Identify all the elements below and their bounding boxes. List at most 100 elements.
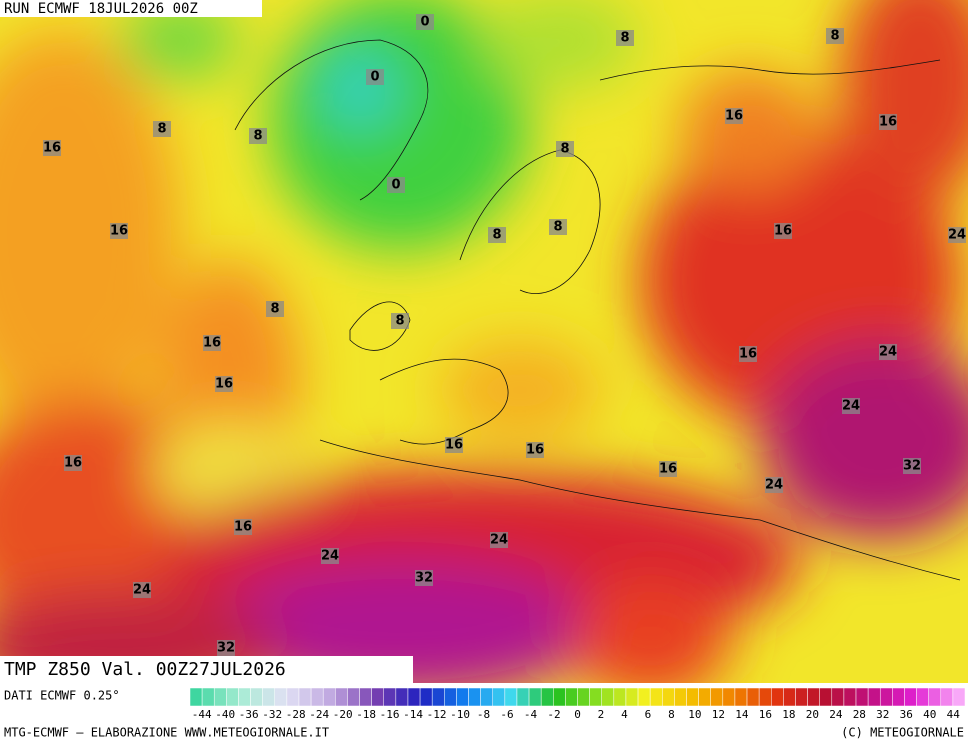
colorbar-swatch: [480, 687, 493, 707]
contour-label: 8: [157, 122, 166, 137]
colorbar-swatch: [419, 687, 433, 707]
contour-label-box: [266, 301, 284, 317]
colorbar-tick-label: 18: [782, 708, 795, 721]
colorbar-swatch: [383, 687, 397, 707]
colorbar-swatch: [928, 687, 942, 707]
colorbar-tick-label: -10: [450, 708, 470, 721]
contour-label: 24: [490, 533, 508, 548]
title-box: [0, 656, 413, 683]
colorbar-swatch: [553, 687, 566, 707]
colorbar-swatch: [226, 687, 239, 707]
contour-label: 8: [830, 29, 839, 44]
colorbar-swatch: [335, 687, 348, 707]
colorbar-tick-label: 12: [712, 708, 725, 721]
colorbar-swatch: [444, 687, 457, 707]
coastlines: [234, 39, 961, 581]
contour-label: 8: [560, 142, 569, 157]
colorbar-swatch: [637, 687, 651, 707]
colorbar-swatch: [734, 687, 748, 707]
contour-label: 8: [253, 129, 262, 144]
contour-label: 8: [620, 31, 629, 46]
colorbar-swatch: [867, 687, 881, 707]
contour-label: 24: [842, 399, 860, 414]
contour-label-box: [488, 227, 506, 243]
colorbar-swatch: [662, 687, 675, 707]
colorbar-swatch: [456, 687, 469, 707]
contour-label-box: [826, 28, 844, 44]
colorbar-swatch: [504, 687, 518, 707]
colorbar-swatch: [371, 687, 384, 707]
colorbar-swatch: [540, 687, 554, 707]
colorbar-tick-label: -8: [477, 708, 490, 721]
colorbar-swatch: [831, 687, 845, 707]
colorbar-swatch: [589, 687, 602, 707]
contour-label-box: [879, 114, 897, 130]
contour-label-box: [203, 335, 221, 351]
colorbar-tick-label: 8: [668, 708, 675, 721]
colorbar-tick-label: 16: [759, 708, 772, 721]
colorbar-swatch: [322, 687, 336, 707]
colorbar-swatch: [359, 687, 372, 707]
contour-label: 24: [948, 228, 966, 243]
contour-label-box: [774, 223, 792, 239]
colorbar-tick-label: -16: [380, 708, 400, 721]
contour-label: 16: [774, 224, 792, 239]
colorbar-tick-label: -2: [547, 708, 560, 721]
contour-label-box: [387, 177, 405, 193]
colorbar-swatch: [855, 687, 869, 707]
colorbar-swatch: [807, 687, 820, 707]
contour-label: 8: [492, 228, 501, 243]
colorbar-swatch: [298, 687, 312, 707]
colorbar-tick-label: 36: [900, 708, 913, 721]
source-label: DATI ECMWF 0.25°: [4, 689, 120, 703]
colorbar-tick-label: -36: [239, 708, 259, 721]
colorbar-swatch: [201, 687, 215, 707]
colorbar-tick-label: 6: [645, 708, 652, 721]
contour-label-box: [249, 128, 267, 144]
colorbar-swatch: [710, 687, 724, 707]
map-title: TMP Z850 Val. 00Z27JUL2026: [4, 659, 286, 680]
contour-label: 16: [203, 336, 221, 351]
colorbar-swatch: [577, 687, 590, 707]
contour-label: 8: [553, 220, 562, 235]
contour-label: 32: [415, 571, 433, 586]
colorbar-swatch: [431, 687, 445, 707]
colorbar-swatch: [347, 687, 360, 707]
colorbar-tick-label: -12: [427, 708, 447, 721]
contour-label: 0: [391, 178, 400, 193]
colorbar-tick-label: 10: [688, 708, 701, 721]
colorbar-swatch: [819, 687, 833, 707]
colorbar-tick-label: -40: [215, 708, 235, 721]
contour-label: 8: [395, 314, 404, 329]
contour-label-box: [842, 398, 860, 414]
contour-label-box: [445, 437, 463, 453]
contour-label: 0: [420, 15, 429, 30]
colorbar-tick-label: 4: [621, 708, 628, 721]
colorbar-tick-label: 28: [853, 708, 866, 721]
colorbar-swatch: [746, 687, 760, 707]
contour-label: 16: [739, 347, 757, 362]
colorbar-tick-label: -28: [286, 708, 306, 721]
contour-label-box: [616, 30, 634, 46]
contour-label-box: [948, 227, 966, 243]
contour-label: 16: [110, 224, 128, 239]
colorbar-tick-label: 44: [947, 708, 961, 721]
contour-label-box: [215, 376, 233, 392]
colorbar-swatch: [516, 687, 530, 707]
colorbar-swatch: [492, 687, 506, 707]
colorbar-swatch: [613, 687, 627, 707]
temperature-field: [0, 0, 968, 683]
colorbar-tick-label: 2: [598, 708, 605, 721]
contour-label-box: [234, 519, 252, 535]
contour-label: 16: [215, 377, 233, 392]
contour-label-box: [903, 458, 921, 474]
colorbar-swatch: [649, 687, 663, 707]
colorbar-swatch: [189, 687, 203, 707]
contour-label: 24: [765, 478, 783, 493]
colorbar-swatch: [843, 687, 857, 707]
colorbar-swatch: [795, 687, 808, 707]
contour-label-box: [391, 313, 409, 329]
colorbar-tick-label: 14: [735, 708, 749, 721]
contour-label: 24: [133, 583, 151, 598]
colorbar-swatch: [262, 687, 276, 707]
